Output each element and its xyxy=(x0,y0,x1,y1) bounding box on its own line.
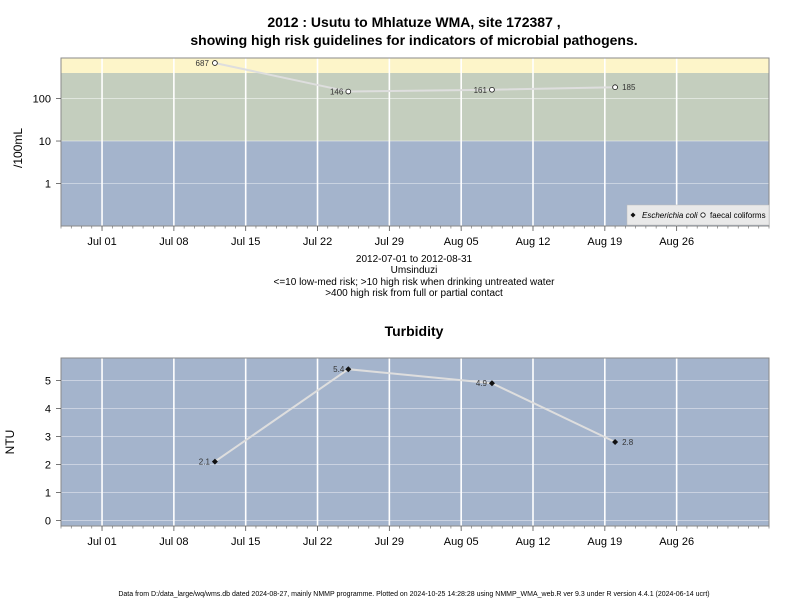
y-tick-label: 1 xyxy=(45,179,51,191)
legend-box xyxy=(626,204,770,226)
series-line xyxy=(214,62,616,93)
data-point xyxy=(211,458,218,465)
risk-guideline-2: >400 high risk from full or partial cont… xyxy=(325,288,503,299)
x-tick-label: Aug 26 xyxy=(659,236,694,248)
data-point xyxy=(612,84,618,90)
series-line xyxy=(214,368,616,463)
x-tick-label: Jul 01 xyxy=(87,536,116,548)
risk-bands xyxy=(61,58,769,226)
turbidity-labels: 2.1 5.4 4.9 2.8 xyxy=(199,365,634,466)
risk-band xyxy=(61,72,769,142)
data-label: 185 xyxy=(622,83,636,92)
x-tick-label: Jul 22 xyxy=(303,536,332,548)
legend-faecal-marker xyxy=(700,212,706,218)
microbial-grid xyxy=(61,58,769,226)
y-tick-label: 10 xyxy=(39,136,51,148)
legend-ecoli-marker xyxy=(630,212,636,218)
x-tick-label: Jul 29 xyxy=(375,236,404,248)
legend-faecal-label: faecal coliforms xyxy=(710,211,766,220)
x-tick-label: Jul 08 xyxy=(159,236,188,248)
y-tick-label: 5 xyxy=(45,375,51,387)
turbidity-y-label: NTU xyxy=(3,430,17,455)
y-tick-label: 3 xyxy=(45,431,51,443)
data-label: 2.8 xyxy=(622,438,634,447)
data-label: 146 xyxy=(330,88,344,97)
y-tick-label: 0 xyxy=(45,515,51,527)
x-tick-label: Jul 15 xyxy=(231,236,260,248)
x-tick-label: Aug 19 xyxy=(587,236,622,248)
turbidity-plot-background xyxy=(61,358,769,526)
x-tick-label: Aug 12 xyxy=(516,236,551,248)
microbial-x-axis: Jul 01 Jul 08 Jul 15 Jul 22 Jul 29 Aug 05 Aug … xyxy=(60,226,770,248)
turbidity-y-axis: 0 1 2 3 4 5 xyxy=(45,375,61,527)
chart-title-line1: 2012 : Usutu to Mhlatuze WMA, site 17238… xyxy=(267,14,560,30)
turbidity-line xyxy=(214,368,616,463)
y-tick-label: 100 xyxy=(33,94,51,106)
risk-guideline-1: <=10 low-med risk; >10 high risk when dr… xyxy=(274,277,556,288)
x-tick-label: Aug 26 xyxy=(659,536,694,548)
x-tick-label: Aug 05 xyxy=(444,236,479,248)
data-label: 161 xyxy=(474,86,488,95)
x-tick-label: Jul 22 xyxy=(303,236,332,248)
microbial-y-label: /100mL xyxy=(11,128,25,168)
turbidity-plot-frame xyxy=(60,357,770,527)
x-tick-label: Aug 05 xyxy=(444,536,479,548)
data-point xyxy=(345,366,352,373)
data-point xyxy=(345,88,352,95)
footer-note: Data from D:/data_large/wq/wms.db dated … xyxy=(118,591,709,598)
date-range-text: 2012-07-01 to 2012-08-31 xyxy=(356,254,473,265)
x-tick-label: Aug 12 xyxy=(516,536,551,548)
faecal-coliforms-labels: 687 146 161 185 xyxy=(196,59,636,97)
x-tick-label: Jul 15 xyxy=(231,536,260,548)
x-tick-label: Aug 19 xyxy=(587,536,622,548)
data-point xyxy=(212,60,218,66)
risk-band xyxy=(61,58,769,73)
data-point xyxy=(488,380,495,387)
data-label: 687 xyxy=(196,59,210,68)
river-name-text: Umsinduzi xyxy=(391,265,438,276)
data-label: 5.4 xyxy=(333,365,345,374)
data-label: 2.1 xyxy=(199,458,211,467)
data-point xyxy=(489,86,495,93)
x-tick-label: Jul 08 xyxy=(159,536,188,548)
faecal-coliforms-points xyxy=(212,60,618,95)
turbidity-points xyxy=(211,366,619,465)
y-tick-label: 4 xyxy=(45,403,51,415)
data-label: 4.9 xyxy=(476,379,488,388)
chart-title-line2: showing high risk guidelines for indicat… xyxy=(190,32,637,48)
x-tick-label: Jul 01 xyxy=(87,236,116,248)
legend-ecoli-label: Escherichia coli xyxy=(642,211,698,220)
y-tick-label: 1 xyxy=(45,487,51,499)
x-tick-label: Jul 29 xyxy=(375,536,404,548)
faecal-coliforms-line xyxy=(214,62,616,93)
turbidity-title: Turbidity xyxy=(385,323,444,339)
turbidity-x-axis: Jul 01 Jul 08 Jul 15 Jul 22 Jul 29 Aug 05 Aug … xyxy=(60,526,770,548)
microbial-legend: Escherichia coli faecal coliforms xyxy=(626,204,770,226)
turbidity-grid xyxy=(61,358,769,526)
microbial-y-axis: 1 10 100 xyxy=(33,94,61,191)
y-tick-label: 2 xyxy=(45,459,51,471)
microbial-plot-frame xyxy=(60,57,770,227)
data-point xyxy=(612,439,619,445)
